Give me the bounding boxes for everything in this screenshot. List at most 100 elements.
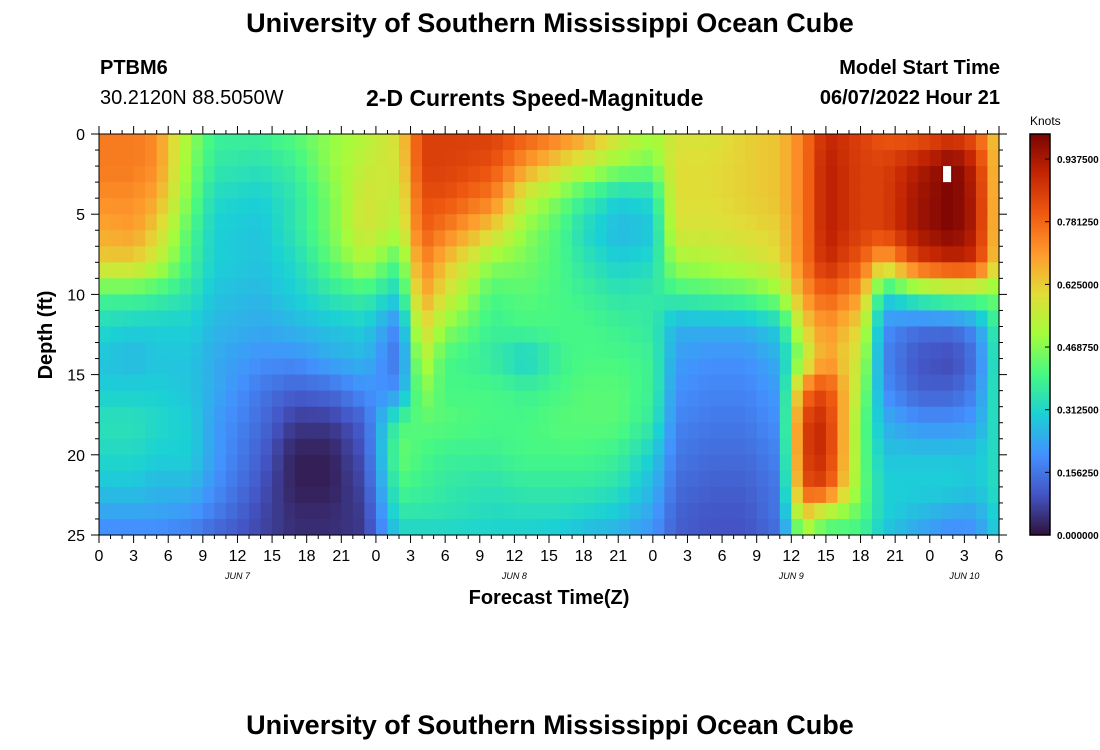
heatmap-cell — [975, 422, 989, 440]
heatmap-cell — [525, 470, 539, 488]
heatmap-cell — [156, 198, 169, 215]
heatmap-cell — [445, 262, 458, 279]
chart-title: 2-D Currents Speed-Magnitude — [366, 85, 704, 111]
heatmap-cell — [110, 390, 123, 408]
heatmap-cell — [306, 390, 319, 408]
heatmap-cell — [964, 502, 977, 520]
heatmap-cell — [410, 326, 423, 344]
heatmap-cell — [918, 166, 931, 183]
colorbar-tick-label: 0.625000 — [1057, 280, 1099, 291]
heatmap-cell — [802, 166, 815, 183]
heatmap-cell — [249, 310, 262, 328]
heatmap-cell — [595, 182, 608, 199]
heatmap-cell — [745, 310, 758, 328]
heatmap-cell — [779, 214, 792, 231]
heatmap-cell — [733, 358, 746, 376]
heatmap-cell — [202, 230, 215, 247]
heatmap-cell — [399, 294, 412, 312]
heatmap-cell — [791, 454, 804, 472]
heatmap-cell — [722, 454, 735, 472]
heatmap-cell — [791, 262, 804, 279]
heatmap-cell — [249, 134, 262, 151]
heatmap-cell — [202, 166, 215, 183]
heatmap-cell — [502, 326, 515, 344]
heatmap-cell — [249, 326, 262, 344]
heatmap-cell — [433, 134, 446, 151]
heatmap-cell — [872, 486, 885, 504]
heatmap-cell — [272, 422, 285, 440]
white-marker — [943, 166, 952, 183]
heatmap-cell — [249, 150, 262, 167]
heatmap-cell — [710, 262, 723, 279]
heatmap-cell — [306, 486, 319, 504]
heatmap-cell — [756, 342, 769, 360]
heatmap-cell — [445, 502, 458, 520]
heatmap-cell — [583, 182, 596, 199]
heatmap-cell — [110, 326, 123, 344]
heatmap-cell — [964, 454, 977, 472]
heatmap-cell — [664, 374, 677, 392]
heatmap-cell — [514, 390, 527, 408]
heatmap-cell — [733, 406, 746, 424]
heatmap-cell — [722, 294, 735, 312]
heatmap-cell — [399, 150, 412, 167]
heatmap-cell — [779, 230, 792, 247]
heatmap-cell — [514, 358, 527, 376]
heatmap-cell — [502, 502, 515, 520]
heatmap-cell — [491, 438, 504, 456]
colorbar-tick-label: 0.312500 — [1057, 406, 1099, 417]
heatmap-cell — [779, 502, 792, 520]
heatmap-cell — [202, 390, 215, 408]
heatmap-cell — [329, 198, 342, 215]
heatmap-cell — [964, 486, 977, 504]
heatmap-cell — [179, 150, 192, 167]
heatmap-cell — [364, 294, 377, 312]
heatmap-cell — [525, 278, 539, 295]
heatmap-cell — [606, 294, 619, 312]
heatmap-cell — [191, 406, 204, 424]
heatmap-cell — [814, 326, 827, 344]
heatmap-cell — [422, 422, 435, 440]
heatmap-cell — [456, 150, 469, 167]
heatmap-cell — [156, 502, 169, 520]
heatmap-cell — [387, 438, 400, 456]
heatmap-cell — [802, 310, 815, 328]
heatmap-cell — [468, 278, 481, 295]
heatmap-cell — [260, 374, 273, 392]
colorbar-tick-label: 0.937500 — [1057, 155, 1099, 166]
heatmap-cell — [664, 182, 677, 199]
heatmap-cell — [145, 502, 158, 520]
heatmap-cell — [745, 246, 758, 263]
model-start-value: 06/07/2022 Hour 21 — [819, 87, 1000, 109]
heatmap-cell — [191, 326, 204, 344]
heatmap-cell — [352, 390, 365, 408]
heatmap-cell — [987, 486, 1000, 504]
heatmap-cell — [491, 358, 504, 376]
heatmap-cell — [329, 374, 342, 392]
heatmap-cell — [214, 502, 227, 520]
heatmap-cell — [99, 150, 112, 167]
heatmap-cell — [537, 438, 550, 456]
heatmap-cell — [952, 422, 965, 440]
heatmap-cell — [249, 390, 262, 408]
heatmap-cell — [525, 326, 539, 344]
heatmap-cell — [687, 166, 700, 183]
heatmap-cell — [214, 198, 227, 215]
heatmap-cell — [618, 342, 631, 360]
heatmap-cell — [410, 422, 423, 440]
heatmap-cell — [595, 230, 608, 247]
heatmap-cell — [329, 454, 342, 472]
y-axis-label: Depth (ft) — [35, 291, 57, 380]
heatmap-cell — [433, 486, 446, 504]
heatmap-cell — [202, 486, 215, 504]
heatmap-cell — [837, 470, 850, 488]
heatmap-cell — [214, 214, 227, 231]
heatmap-cell — [722, 310, 735, 328]
heatmap-cell — [272, 214, 285, 231]
heatmap-cell — [329, 486, 342, 504]
heatmap-cell — [987, 310, 1000, 328]
heatmap-cell — [652, 358, 665, 376]
heatmap-cell — [156, 518, 169, 536]
heatmap-cell — [952, 486, 965, 504]
heatmap-cell — [802, 390, 815, 408]
